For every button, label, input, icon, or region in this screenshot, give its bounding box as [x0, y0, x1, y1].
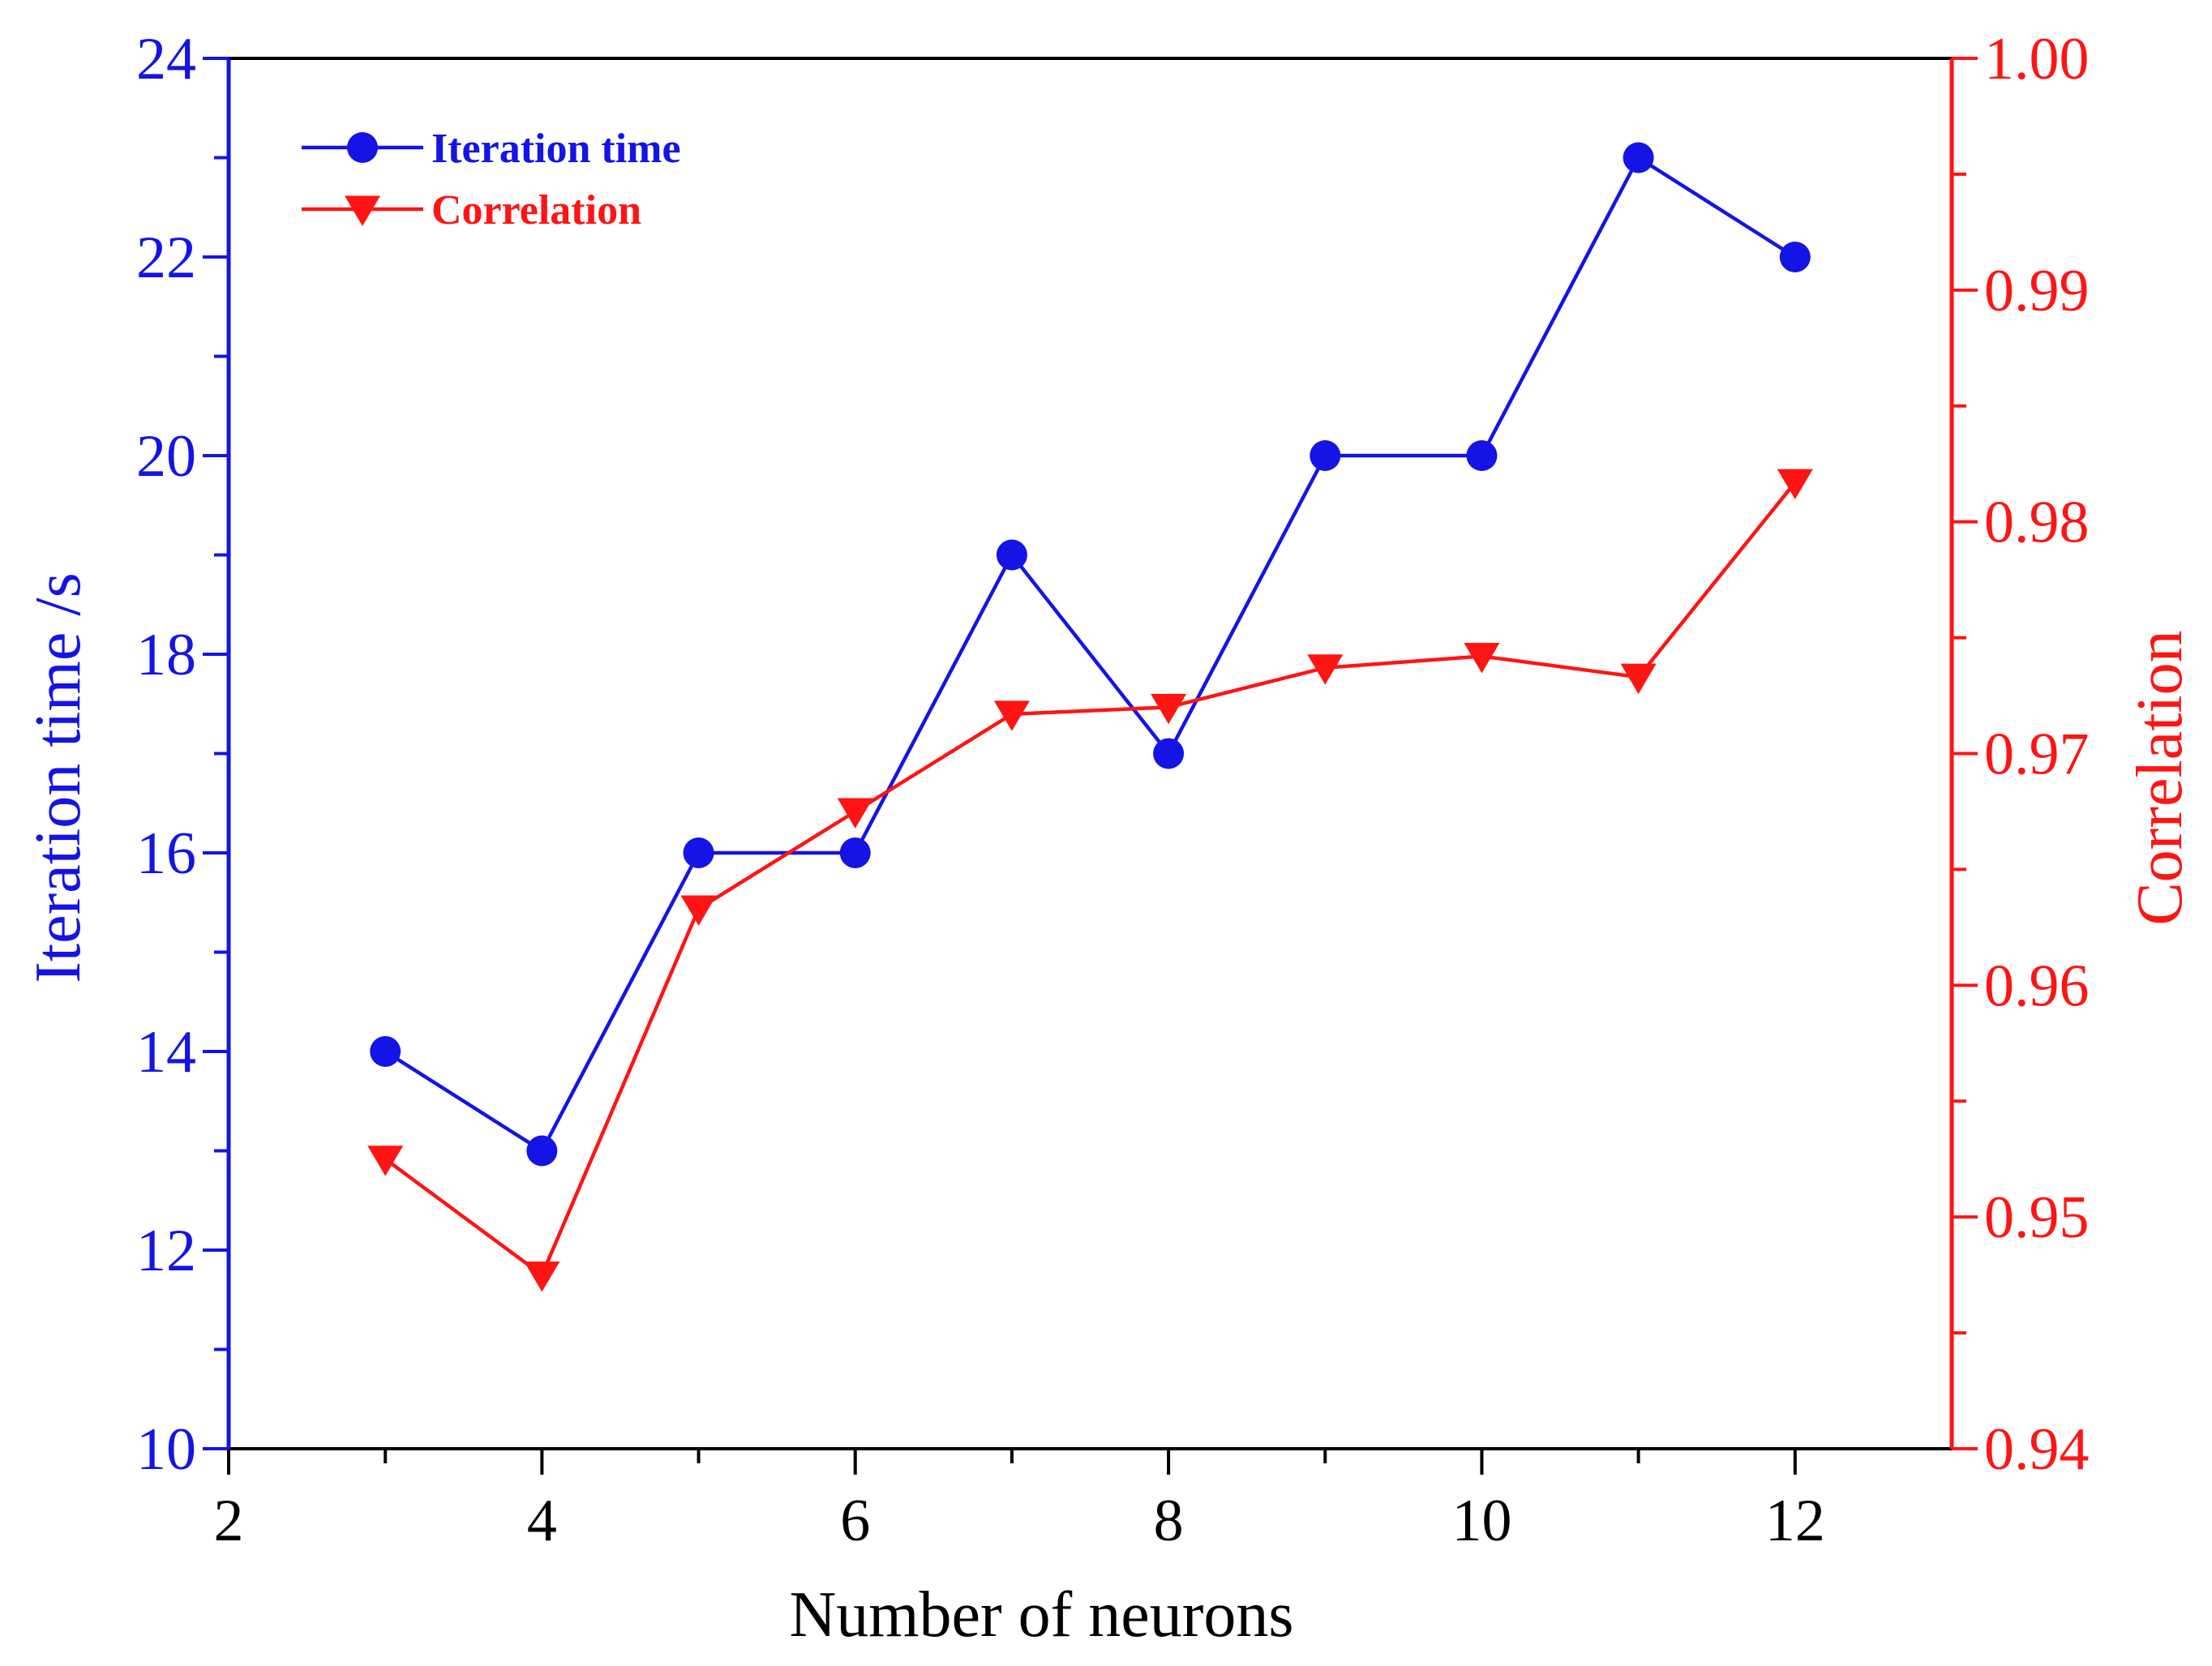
data-point-iteration-time	[370, 1036, 401, 1067]
y-left-tick-label: 20	[136, 423, 196, 490]
legend-correlation-marker	[345, 195, 380, 226]
y-right-tick-label: 0.97	[1984, 722, 2090, 788]
data-point-iteration-time	[1310, 440, 1341, 471]
y-left-tick-label: 16	[136, 820, 196, 887]
data-point-iteration-time	[1779, 242, 1811, 272]
data-point-iteration-time	[1623, 142, 1654, 173]
y-right-tick-label: 1.00	[1984, 26, 2090, 92]
data-point-iteration-time	[839, 837, 871, 868]
data-point-correlation	[993, 700, 1030, 731]
data-point-iteration-time	[526, 1135, 558, 1167]
data-point-correlation	[524, 1261, 560, 1292]
x-tick-label: 8	[1154, 1488, 1184, 1554]
y-left-tick-label: 10	[136, 1416, 196, 1483]
y-right-tick-label: 0.96	[1984, 953, 2090, 1019]
series-line-correlation	[384, 481, 1797, 1277]
data-point-iteration-time	[1153, 738, 1185, 769]
data-point-correlation	[680, 895, 717, 926]
x-axis-title: Number of neurons	[789, 1579, 1293, 1651]
y-right-tick-label: 0.99	[1984, 258, 2090, 324]
legend-iteration-time-label: Iteration time	[431, 126, 681, 172]
x-tick-label: 10	[1451, 1488, 1511, 1554]
y-left-tick-label: 14	[136, 1019, 196, 1086]
data-point-correlation	[1777, 469, 1813, 499]
data-point-correlation	[1307, 654, 1344, 685]
y-right-tick-label: 0.94	[1984, 1416, 2090, 1483]
legend-iteration-time-marker	[347, 132, 378, 163]
data-point-iteration-time	[1466, 440, 1498, 471]
data-point-correlation	[1620, 663, 1657, 695]
data-point-correlation	[837, 798, 873, 829]
x-tick-label: 12	[1765, 1488, 1825, 1554]
y-right-axis-title: Correlation	[2124, 630, 2196, 925]
data-point-correlation	[367, 1146, 404, 1176]
data-point-iteration-time	[996, 539, 1027, 571]
legend-correlation-label: Correlation	[431, 187, 641, 233]
data-point-correlation	[1151, 693, 1187, 725]
y-left-axis-title: Iteration time /s	[23, 572, 94, 983]
y-right-tick-label: 0.98	[1984, 490, 2090, 556]
y-left-tick-label: 22	[136, 225, 196, 291]
y-left-tick-label: 12	[136, 1218, 196, 1284]
y-left-tick-label: 24	[136, 26, 196, 92]
y-left-tick-label: 18	[136, 622, 196, 688]
series-line-iteration-time	[384, 156, 1797, 1153]
x-tick-label: 2	[214, 1488, 244, 1554]
data-point-iteration-time	[683, 837, 714, 868]
x-tick-label: 6	[840, 1488, 870, 1554]
data-point-correlation	[1464, 642, 1500, 674]
x-tick-label: 4	[527, 1488, 557, 1554]
y-right-tick-label: 0.95	[1984, 1184, 2090, 1251]
